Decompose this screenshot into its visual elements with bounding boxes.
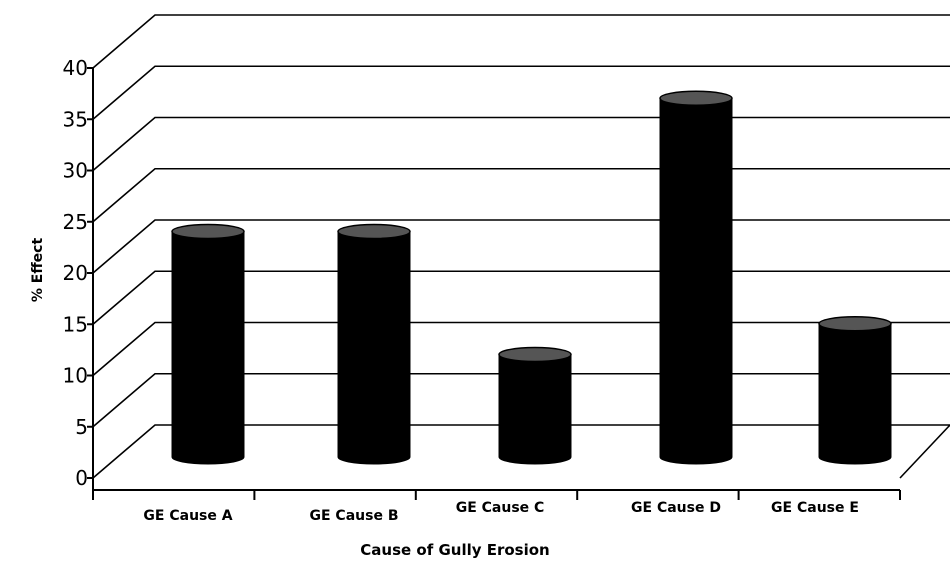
gridline (92, 116, 950, 172)
gridline (92, 14, 950, 69)
bar-top (818, 316, 892, 332)
y-axis-label: % Effect (30, 238, 46, 303)
x-tick-label: GE Cause C (456, 500, 545, 516)
y-tick-label: 5 (75, 415, 88, 439)
bar-top (498, 346, 572, 363)
bar-body (498, 354, 572, 465)
bar-top (659, 90, 733, 106)
gridline (92, 65, 950, 120)
y-tick-label: 35 (63, 107, 88, 131)
x-tick-label: GE Cause A (143, 508, 232, 524)
bar (659, 90, 733, 465)
bar-body (171, 231, 245, 465)
bar (498, 346, 572, 465)
x-tick-label: GE Cause B (310, 508, 399, 524)
x-axis-label: Cause of Gully Erosion (360, 541, 549, 559)
bar (818, 316, 892, 465)
y-tick-label: 10 (63, 364, 88, 388)
bar-top (337, 223, 411, 240)
bar (337, 223, 411, 465)
bar-body (337, 231, 411, 465)
y-tick-label: 30 (63, 159, 88, 183)
y-tick-label: 0 (75, 466, 88, 490)
gridline (92, 167, 950, 223)
gridlines (92, 14, 950, 479)
y-tick-labels: 0 5 10 15 20 25 30 35 40 (63, 56, 88, 490)
bar-top (171, 223, 245, 240)
bar-body (818, 323, 892, 465)
floor-edge (899, 424, 950, 479)
bars (171, 90, 892, 465)
axes (87, 67, 950, 500)
y-tick-label: 25 (63, 210, 88, 234)
y-tick-label: 40 (63, 56, 88, 80)
y-tick-label: 15 (63, 312, 88, 336)
x-tick-labels: GE Cause A GE Cause B GE Cause C GE Cause D… (143, 500, 859, 524)
bar-body (659, 97, 733, 465)
y-tick-label: 20 (63, 261, 88, 285)
bar (171, 223, 245, 465)
x-tick-label: GE Cause E (771, 500, 859, 516)
x-tick-label: GE Cause D (631, 500, 721, 516)
